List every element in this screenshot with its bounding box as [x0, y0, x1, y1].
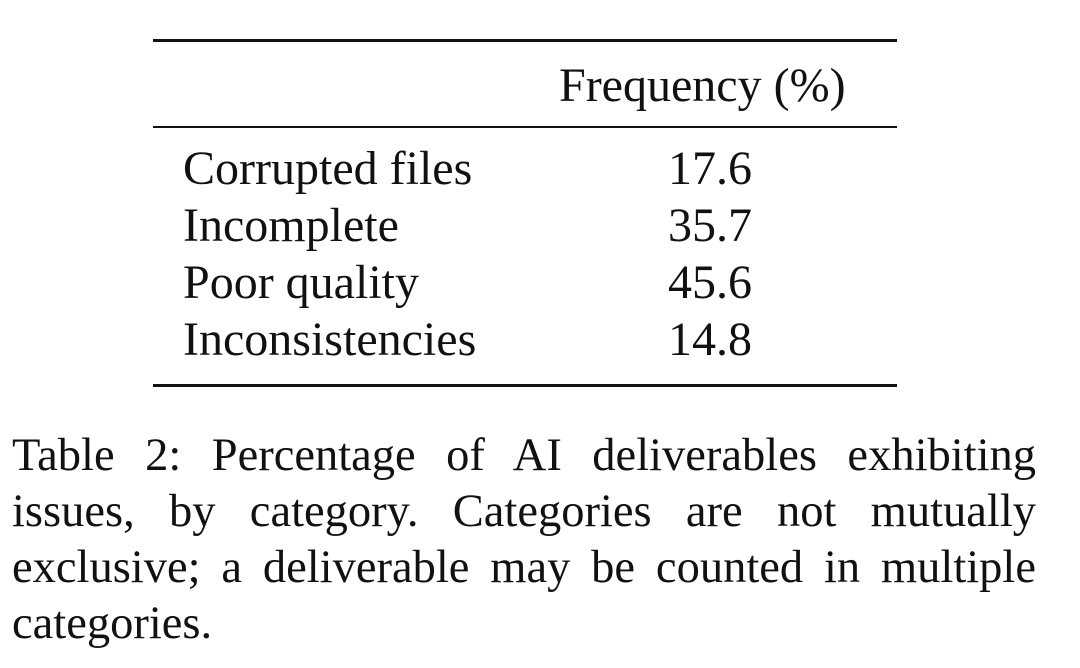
table-row: Inconsistencies 14.8	[153, 311, 897, 368]
row-value: 14.8	[668, 313, 752, 366]
row-label: Incomplete	[183, 199, 399, 252]
row-value: 35.7	[668, 199, 752, 252]
row-value: 17.6	[668, 142, 752, 195]
table-caption: Table 2: Percentage of AI deliverables e…	[12, 430, 1036, 649]
table-row: Incomplete 35.7	[153, 197, 897, 254]
table-row: Corrupted files 17.6	[153, 140, 897, 197]
table-header: Frequency (%)	[153, 42, 897, 126]
row-value: 45.6	[668, 256, 752, 309]
bottom-rule	[153, 384, 897, 387]
column-header-frequency: Frequency (%)	[559, 59, 846, 112]
row-label: Poor quality	[183, 256, 419, 309]
row-label: Inconsistencies	[183, 313, 477, 366]
table-row: Poor quality 45.6	[153, 254, 897, 311]
row-label: Corrupted files	[183, 142, 473, 195]
mid-rule	[153, 126, 897, 128]
frequency-table: Frequency (%) Corrupted files 17.6 Incom…	[153, 39, 897, 387]
top-rule	[153, 39, 897, 42]
